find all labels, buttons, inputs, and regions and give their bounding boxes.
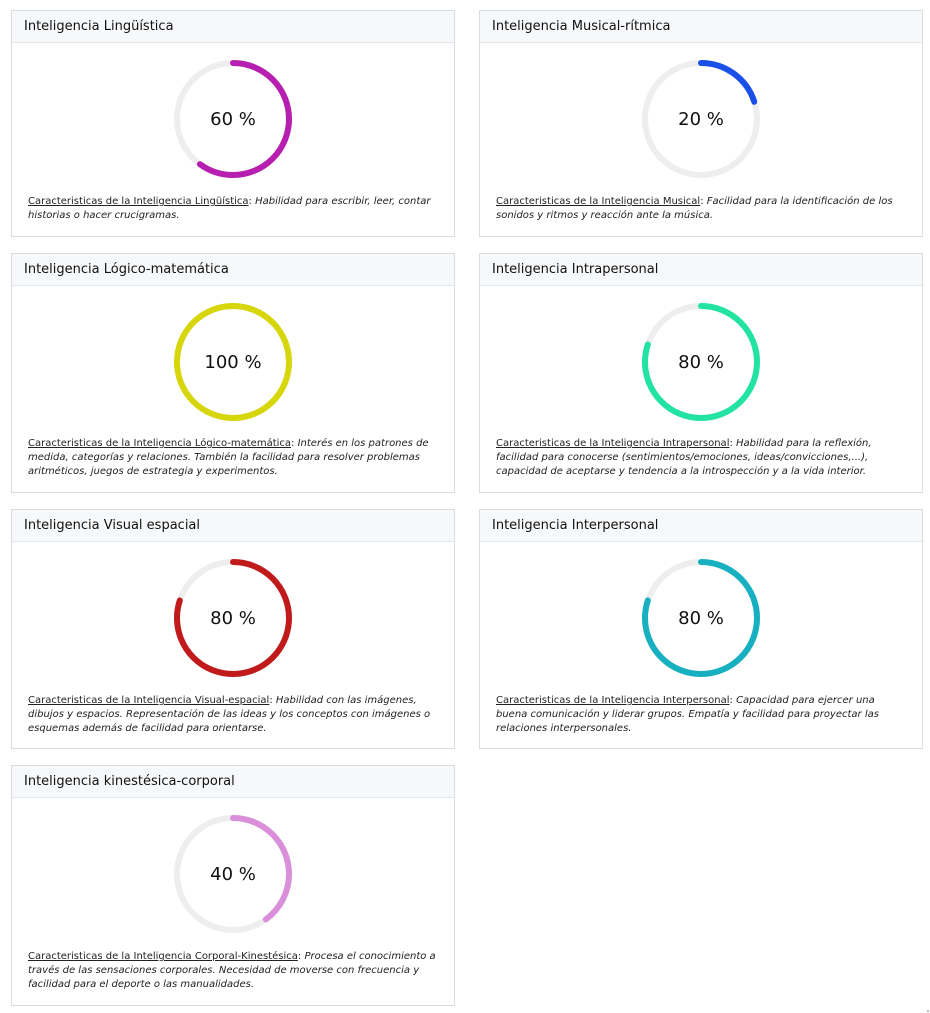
description-term: Caracteristicas de la Inteligencia Intra… xyxy=(496,438,730,449)
description: Caracteristicas de la Inteligencia Music… xyxy=(496,195,906,223)
description-term: Caracteristicas de la Inteligencia Music… xyxy=(496,196,701,207)
percent-label: 80 % xyxy=(210,607,256,629)
card-logico-matematica: Inteligencia Lógico-matemática 100 % Car… xyxy=(11,253,455,493)
description-separator: : xyxy=(700,196,707,207)
percent-label: 60 % xyxy=(210,108,256,130)
description-text: Facilidad para la identificación de los … xyxy=(496,196,893,221)
description-separator: : xyxy=(729,438,737,449)
description-text: Habilidad para la reflexión, facilidad p… xyxy=(496,438,872,477)
card-title: Inteligencia Lógico-matemática xyxy=(12,254,454,286)
description-separator: : xyxy=(291,438,298,449)
description: Caracteristicas de la Inteligencia Corpo… xyxy=(28,950,438,992)
description-text: Habilidad con las imágenes, dibujos y es… xyxy=(28,695,431,734)
progress-ring: 40 % xyxy=(171,812,295,936)
percent-label: 20 % xyxy=(678,108,724,130)
description-term: Caracteristicas de la Inteligencia Visua… xyxy=(28,695,270,706)
description-separator: : xyxy=(269,695,276,706)
progress-ring: 60 % xyxy=(171,57,295,181)
description-separator: : xyxy=(297,951,305,962)
progress-ring: 80 % xyxy=(639,300,763,424)
card-title: Inteligencia kinestésica-corporal xyxy=(12,766,454,798)
card-title: Inteligencia Musical-rítmica xyxy=(480,11,922,43)
description: Caracteristicas de la Inteligencia Intra… xyxy=(496,437,906,479)
description-text: Procesa el conocimiento a través de las … xyxy=(28,951,436,990)
ring-progress-arc xyxy=(642,559,760,677)
percent-label: 80 % xyxy=(678,607,724,629)
card-intrapersonal: Inteligencia Intrapersonal 80 % Caracter… xyxy=(479,253,923,493)
description: Caracteristicas de la Inteligencia Lógic… xyxy=(28,437,438,479)
description-text: Capacidad para ejercer una buena comunic… xyxy=(496,695,879,734)
ring-progress-arc xyxy=(174,303,292,421)
card-interpersonal: Inteligencia Interpersonal 80 % Caracter… xyxy=(479,509,923,749)
description: Caracteristicas de la Inteligencia Visua… xyxy=(28,694,438,736)
description-term: Caracteristicas de la Inteligencia Corpo… xyxy=(28,951,298,962)
description-text: Habilidad para escribir, leer, contar hi… xyxy=(28,196,431,221)
description: Caracteristicas de la Inteligencia Inter… xyxy=(496,694,906,736)
percent-label: 40 % xyxy=(210,863,256,885)
description: Caracteristicas de la Inteligencia Lingü… xyxy=(28,195,438,223)
card-title: Inteligencia Lingüística xyxy=(12,11,454,43)
ring-progress-arc xyxy=(174,559,292,677)
card-title: Inteligencia Intrapersonal xyxy=(480,254,922,286)
progress-ring: 80 % xyxy=(171,556,295,680)
description-term: Caracteristicas de la Inteligencia Lingü… xyxy=(28,196,249,207)
card-visual-espacial: Inteligencia Visual espacial 80 % Caract… xyxy=(11,509,455,749)
description-text: Interés en los patrones de medida, categ… xyxy=(28,438,429,477)
description-separator: : xyxy=(248,196,256,207)
ring-progress-arc xyxy=(174,60,292,178)
card-linguistica: Inteligencia Lingüística 60 % Caracteris… xyxy=(11,10,455,237)
card-title: Inteligencia Visual espacial xyxy=(12,510,454,542)
card-musical: Inteligencia Musical-rítmica 20 % Caract… xyxy=(479,10,923,237)
card-title: Inteligencia Interpersonal xyxy=(480,510,922,542)
progress-ring: 100 % xyxy=(171,300,295,424)
description-separator: : xyxy=(729,695,737,706)
ring-progress-arc xyxy=(174,815,292,933)
percent-label: 100 % xyxy=(204,351,262,373)
progress-ring: 80 % xyxy=(639,556,763,680)
ring-progress-arc xyxy=(642,60,760,178)
progress-ring: 20 % xyxy=(639,57,763,181)
ring-progress-arc xyxy=(642,303,760,421)
percent-label: 80 % xyxy=(678,351,724,373)
corner-marker xyxy=(927,1010,929,1012)
card-kinestesica-corporal: Inteligencia kinestésica-corporal 40 % C… xyxy=(11,765,455,1006)
description-term: Caracteristicas de la Inteligencia Inter… xyxy=(496,695,730,706)
description-term: Caracteristicas de la Inteligencia Lógic… xyxy=(28,438,292,449)
